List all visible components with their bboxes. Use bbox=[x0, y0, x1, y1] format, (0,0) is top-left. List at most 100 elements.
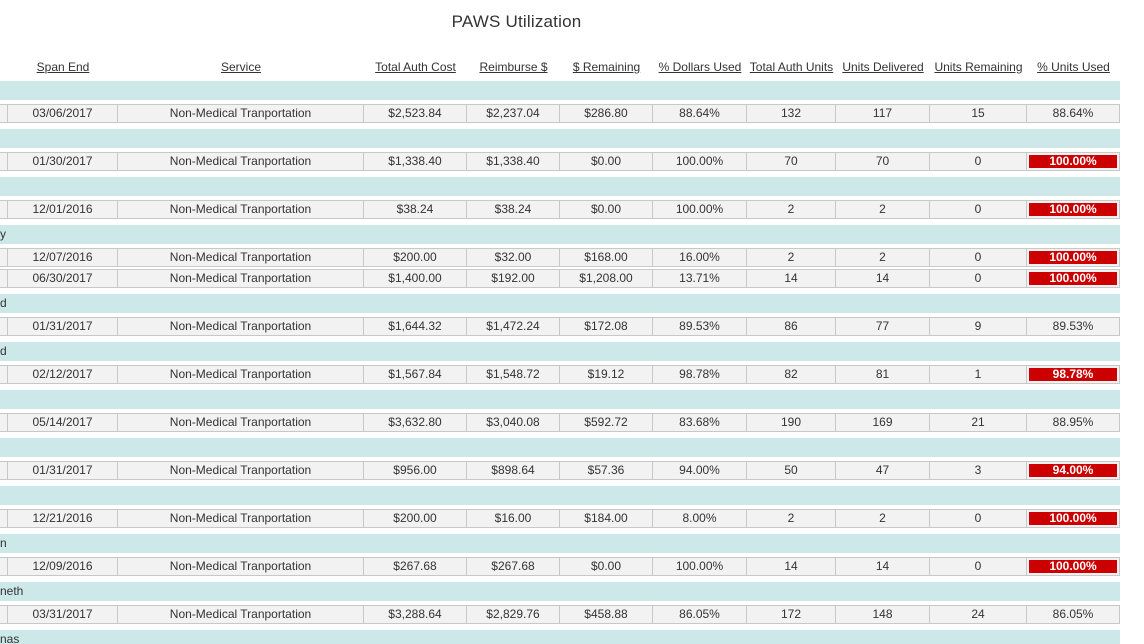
table-cell: $2,829.76 bbox=[467, 605, 560, 624]
table-cell: Non-Medical Tranportation bbox=[118, 317, 364, 336]
client-group-row bbox=[0, 390, 1120, 409]
column-header-sort-link[interactable]: % Dollars Used bbox=[658, 60, 742, 74]
table-cell: 3 bbox=[930, 461, 1027, 480]
table-cell: $192.00 bbox=[467, 269, 560, 288]
table-cell: $1,644.32 bbox=[364, 317, 467, 336]
table-cell: 14 bbox=[836, 557, 930, 576]
table-cell: 0 bbox=[930, 248, 1027, 267]
table-cell-cutoff bbox=[0, 605, 8, 624]
table-cell: 12/21/2016 bbox=[8, 509, 118, 528]
table-cell: 15 bbox=[930, 104, 1027, 123]
column-header-sort-link[interactable]: Units Delivered bbox=[842, 60, 924, 74]
client-name-fragment: d bbox=[0, 296, 7, 310]
table-cell: 77 bbox=[836, 317, 930, 336]
table-cell: $1,548.72 bbox=[467, 365, 560, 384]
column-header-sort-link[interactable]: Span End bbox=[36, 60, 90, 74]
client-name-fragment: neth bbox=[0, 584, 24, 598]
table-cell: $592.72 bbox=[560, 413, 653, 432]
table-cell: 12/09/2016 bbox=[8, 557, 118, 576]
table-cell: 01/30/2017 bbox=[8, 152, 118, 171]
table-cell: $2,523.84 bbox=[364, 104, 467, 123]
table-cell: Non-Medical Tranportation bbox=[118, 248, 364, 267]
table-cell: 0 bbox=[930, 269, 1027, 288]
table-cell: 83.68% bbox=[653, 413, 747, 432]
column-header: Units Delivered bbox=[836, 59, 930, 75]
table-cell: 82 bbox=[747, 365, 836, 384]
client-group-row: nas bbox=[0, 630, 1120, 644]
table-cell: $200.00 bbox=[364, 509, 467, 528]
table-cell: Non-Medical Tranportation bbox=[118, 365, 364, 384]
table-header-row: Span End Service Total Auth Cost Reimbur… bbox=[0, 59, 1120, 75]
table-cell: 03/06/2017 bbox=[8, 104, 118, 123]
table-cell: 70 bbox=[836, 152, 930, 171]
table-cell-cutoff bbox=[0, 461, 8, 480]
table-cell: Non-Medical Tranportation bbox=[118, 605, 364, 624]
client-group-row: d bbox=[0, 342, 1120, 361]
column-header: Service bbox=[118, 59, 364, 75]
table-cell: $38.24 bbox=[364, 200, 467, 219]
table-cell: $267.68 bbox=[467, 557, 560, 576]
table-cell: 01/31/2017 bbox=[8, 461, 118, 480]
column-header-sort-link[interactable]: % Units Used bbox=[1037, 60, 1110, 74]
table-cell: 94.00% bbox=[653, 461, 747, 480]
table-cell: $0.00 bbox=[560, 200, 653, 219]
table-cell: $32.00 bbox=[467, 248, 560, 267]
column-header-sort-link[interactable]: Reimburse $ bbox=[479, 60, 548, 74]
table-cell: $3,632.80 bbox=[364, 413, 467, 432]
table-cell: 88.95% bbox=[1027, 413, 1120, 432]
column-header-sort-link[interactable]: $ Remaining bbox=[572, 60, 641, 74]
table-cell-cutoff bbox=[0, 152, 8, 171]
table-cell-cutoff bbox=[0, 509, 8, 528]
table-row: 05/14/2017 Non-Medical Tranportation $3,63… bbox=[0, 413, 1120, 432]
table-cell: 0 bbox=[930, 557, 1027, 576]
column-header-sort-link[interactable]: Total Auth Cost bbox=[375, 60, 456, 74]
column-header: $ Remaining bbox=[560, 59, 653, 75]
column-header: Total Auth Units bbox=[747, 59, 836, 75]
table-cell: Non-Medical Tranportation bbox=[118, 104, 364, 123]
table-cell: Non-Medical Tranportation bbox=[118, 509, 364, 528]
table-cell-cutoff bbox=[0, 413, 8, 432]
table-cell: $168.00 bbox=[560, 248, 653, 267]
over-utilization-badge: 100.00% bbox=[1029, 560, 1117, 573]
table-cell: $200.00 bbox=[364, 248, 467, 267]
table-cell: 06/30/2017 bbox=[8, 269, 118, 288]
table-cell: 132 bbox=[747, 104, 836, 123]
table-cell: 24 bbox=[930, 605, 1027, 624]
table-cell: 100.00% bbox=[1027, 152, 1120, 171]
table-cell: 0 bbox=[930, 509, 1027, 528]
column-header: Reimburse $ bbox=[467, 59, 560, 75]
table-cell: $898.64 bbox=[467, 461, 560, 480]
table-cell: 88.64% bbox=[653, 104, 747, 123]
table-cell: 117 bbox=[836, 104, 930, 123]
column-header: % Units Used bbox=[1027, 59, 1120, 75]
client-name-fragment: d bbox=[0, 344, 7, 358]
table-cell: Non-Medical Tranportation bbox=[118, 557, 364, 576]
table-cell: 81 bbox=[836, 365, 930, 384]
client-group-row bbox=[0, 438, 1120, 457]
table-row: 01/31/2017 Non-Medical Tranportation $956.… bbox=[0, 461, 1120, 480]
column-header: % Dollars Used bbox=[653, 59, 747, 75]
over-utilization-badge: 100.00% bbox=[1029, 203, 1117, 216]
table-cell-cutoff bbox=[0, 104, 8, 123]
table-cell: 70 bbox=[747, 152, 836, 171]
table-cell: 0 bbox=[930, 152, 1027, 171]
table-cell: 14 bbox=[747, 557, 836, 576]
column-header-sort-link[interactable]: Service bbox=[220, 60, 261, 74]
table-cell: 1 bbox=[930, 365, 1027, 384]
column-header-sort-link[interactable]: Units Remaining bbox=[934, 60, 1023, 74]
table-cell: 2 bbox=[836, 248, 930, 267]
client-group-row: n bbox=[0, 534, 1120, 553]
table-cell: 148 bbox=[836, 605, 930, 624]
table-cell: 86.05% bbox=[1027, 605, 1120, 624]
client-group-row bbox=[0, 81, 1120, 100]
table-cell: 2 bbox=[836, 509, 930, 528]
table-cell: $16.00 bbox=[467, 509, 560, 528]
table-cell: 88.64% bbox=[1027, 104, 1120, 123]
table-body: 03/06/2017 Non-Medical Tranportation $2,52… bbox=[0, 81, 1120, 644]
table-cell: $286.80 bbox=[560, 104, 653, 123]
table-cell: 98.78% bbox=[1027, 365, 1120, 384]
report-sheet: PAWS Utilization Span End Service Total … bbox=[0, 12, 1120, 644]
column-header-sort-link[interactable]: Total Auth Units bbox=[749, 60, 834, 74]
column-header: Span End bbox=[8, 59, 118, 75]
table-cell: $458.88 bbox=[560, 605, 653, 624]
